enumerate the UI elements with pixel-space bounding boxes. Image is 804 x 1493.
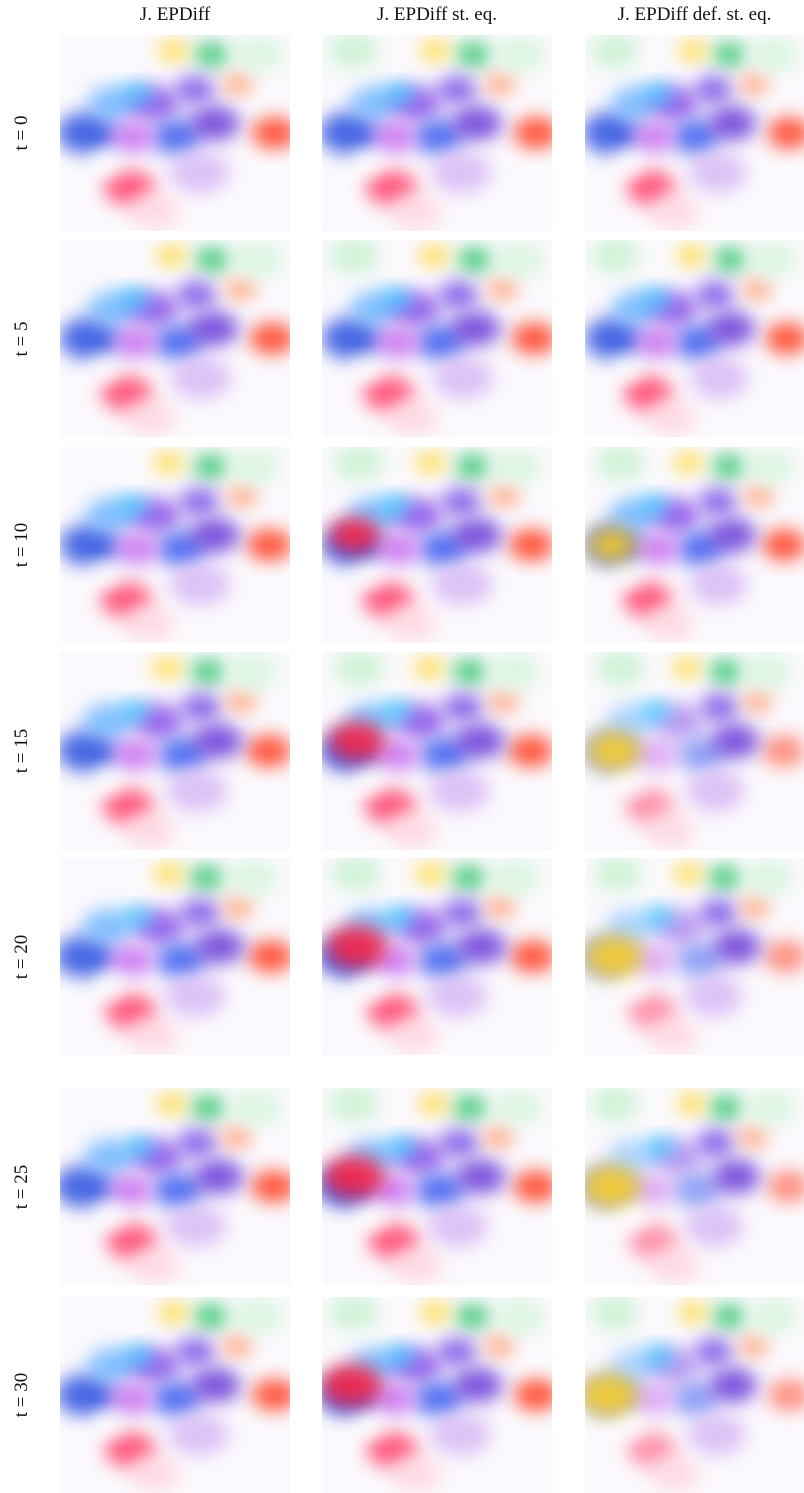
- flow-field-image: [322, 35, 552, 231]
- flow-field-image: [585, 858, 804, 1055]
- flow-field-image: [585, 35, 804, 231]
- flow-field-image: [585, 240, 804, 437]
- flow-field-image: [322, 652, 552, 850]
- row-label: t = 10: [11, 523, 33, 568]
- flow-field-image: [322, 858, 552, 1055]
- flow-field-image: [322, 1088, 552, 1285]
- row-label: t = 30: [11, 1373, 33, 1418]
- flow-field-image: [60, 652, 290, 850]
- flow-field-image: [60, 1297, 290, 1493]
- flow-field-image: [60, 447, 290, 643]
- flow-field-image: [585, 1297, 804, 1493]
- row-label: t = 25: [11, 1164, 33, 1209]
- flow-field-image: [322, 447, 552, 643]
- flow-field-image: [585, 652, 804, 850]
- row-label: t = 20: [11, 934, 33, 979]
- flow-field-image: [60, 1088, 290, 1285]
- column-header: J. EPDiff: [45, 4, 305, 26]
- column-header: J. EPDiff st. eq.: [307, 4, 567, 26]
- column-header: J. EPDiff def. st. eq.: [565, 4, 804, 26]
- flow-field-image: [585, 1088, 804, 1285]
- row-label: t = 5: [11, 321, 33, 356]
- figure: J. EPDiffJ. EPDiff st. eq.J. EPDiff def.…: [0, 0, 804, 1493]
- row-label: t = 0: [11, 116, 33, 151]
- flow-field-image: [585, 447, 804, 643]
- flow-field-image: [322, 1297, 552, 1493]
- flow-field-image: [60, 35, 290, 231]
- flow-field-image: [60, 858, 290, 1055]
- row-label: t = 15: [11, 729, 33, 774]
- flow-field-image: [60, 240, 290, 437]
- flow-field-image: [322, 240, 552, 437]
